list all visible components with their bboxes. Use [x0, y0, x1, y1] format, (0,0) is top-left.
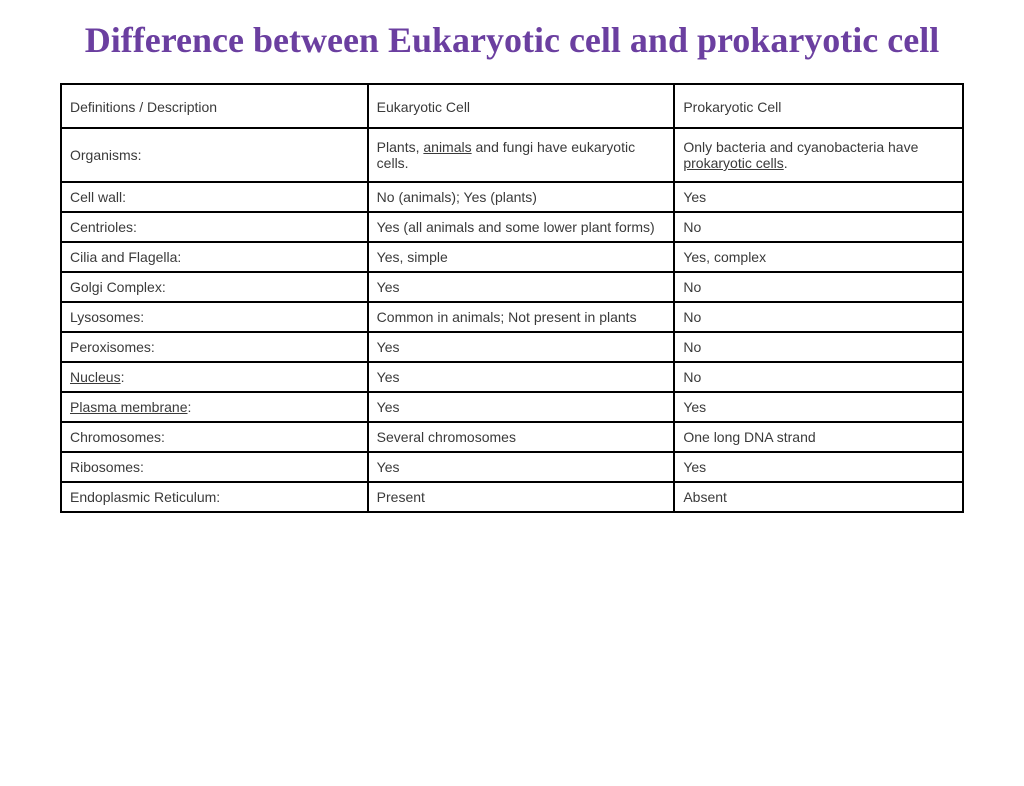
comparison-table: Definitions / Description Eukaryotic Cel… — [60, 83, 964, 513]
table-header-row: Definitions / Description Eukaryotic Cel… — [61, 84, 963, 128]
euk-cell: Plants, animals and fungi have eukaryoti… — [368, 128, 675, 182]
euk-cell: Yes — [368, 272, 675, 302]
euk-cell: Common in animals; Not present in plants — [368, 302, 675, 332]
underlined-text: prokaryotic cells — [683, 155, 783, 171]
pro-cell: Only bacteria and cyanobacteria have pro… — [674, 128, 963, 182]
table-row: Cilia and Flagella: Yes, simple Yes, com… — [61, 242, 963, 272]
table-row: Golgi Complex: Yes No — [61, 272, 963, 302]
pro-cell: Yes — [674, 182, 963, 212]
row-label: Plasma membrane: — [61, 392, 368, 422]
row-label: Chromosomes: — [61, 422, 368, 452]
euk-cell: Present — [368, 482, 675, 512]
pro-cell: No — [674, 362, 963, 392]
table-row: Chromosomes: Several chromosomes One lon… — [61, 422, 963, 452]
pro-cell: One long DNA strand — [674, 422, 963, 452]
table-row: Endoplasmic Reticulum: Present Absent — [61, 482, 963, 512]
euk-cell: Yes — [368, 452, 675, 482]
row-label: Lysosomes: — [61, 302, 368, 332]
euk-cell: Yes — [368, 332, 675, 362]
col-header-definitions: Definitions / Description — [61, 84, 368, 128]
pro-cell: No — [674, 212, 963, 242]
row-label: Organisms: — [61, 128, 368, 182]
euk-cell: Yes, simple — [368, 242, 675, 272]
table-row: Centrioles: Yes (all animals and some lo… — [61, 212, 963, 242]
table-row: Plasma membrane: Yes Yes — [61, 392, 963, 422]
pro-cell: Yes — [674, 452, 963, 482]
underlined-text: Nucleus — [70, 369, 121, 385]
row-label: Cilia and Flagella: — [61, 242, 368, 272]
page-title: Difference between Eukaryotic cell and p… — [0, 18, 1024, 63]
table-row: Nucleus: Yes No — [61, 362, 963, 392]
pro-cell: No — [674, 302, 963, 332]
euk-cell: Several chromosomes — [368, 422, 675, 452]
row-label: Ribosomes: — [61, 452, 368, 482]
pro-cell: Yes — [674, 392, 963, 422]
row-label: Nucleus: — [61, 362, 368, 392]
row-label: Cell wall: — [61, 182, 368, 212]
col-header-prokaryotic: Prokaryotic Cell — [674, 84, 963, 128]
table-row: Ribosomes: Yes Yes — [61, 452, 963, 482]
table-row: Cell wall: No (animals); Yes (plants) Ye… — [61, 182, 963, 212]
euk-cell: Yes (all animals and some lower plant fo… — [368, 212, 675, 242]
pro-cell: Absent — [674, 482, 963, 512]
pro-cell: Yes, complex — [674, 242, 963, 272]
underlined-text: Plasma membrane — [70, 399, 188, 415]
euk-cell: Yes — [368, 392, 675, 422]
col-header-eukaryotic: Eukaryotic Cell — [368, 84, 675, 128]
euk-cell: Yes — [368, 362, 675, 392]
row-label: Peroxisomes: — [61, 332, 368, 362]
comparison-table-wrap: Definitions / Description Eukaryotic Cel… — [60, 83, 964, 513]
pro-cell: No — [674, 332, 963, 362]
pro-cell: No — [674, 272, 963, 302]
table-row: Lysosomes: Common in animals; Not presen… — [61, 302, 963, 332]
underlined-text: animals — [423, 139, 471, 155]
row-label: Endoplasmic Reticulum: — [61, 482, 368, 512]
table-row: Organisms: Plants, animals and fungi hav… — [61, 128, 963, 182]
euk-cell: No (animals); Yes (plants) — [368, 182, 675, 212]
row-label: Centrioles: — [61, 212, 368, 242]
table-row: Peroxisomes: Yes No — [61, 332, 963, 362]
row-label: Golgi Complex: — [61, 272, 368, 302]
